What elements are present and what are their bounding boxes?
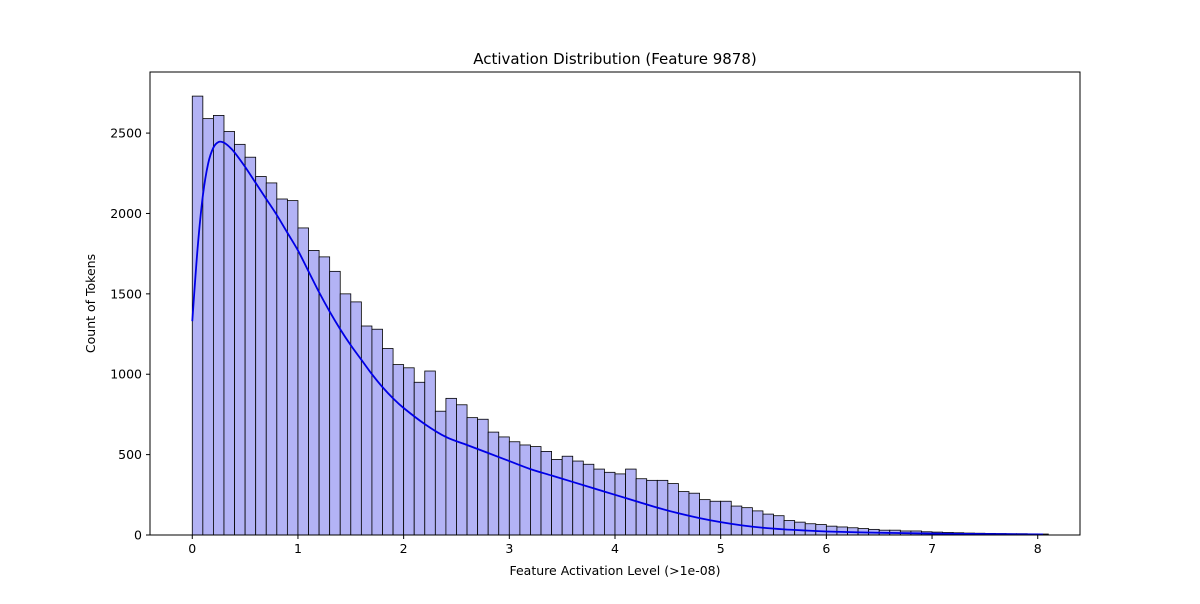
kde-line [191, 140, 1044, 536]
histogram-bar [371, 328, 383, 536]
histogram-bar [318, 256, 331, 536]
histogram-bar [276, 198, 288, 536]
y-axis-label: Count of Tokens [83, 254, 98, 353]
x-axis-label: Feature Activation Level (>1e-08) [509, 563, 720, 578]
histogram-bar [255, 176, 267, 536]
y-tick-label: 500 [118, 447, 142, 462]
histogram-bar [572, 460, 584, 536]
x-tick-label: 7 [928, 541, 936, 556]
histogram-bar [382, 348, 394, 536]
histogram-bar [339, 293, 352, 536]
histogram-bar [519, 444, 531, 536]
histogram-bar [456, 404, 468, 536]
histogram-bar [794, 521, 806, 536]
histogram-bar [434, 410, 447, 536]
chart-title: Activation Distribution (Feature 9878) [473, 50, 756, 68]
histogram-bar [223, 131, 235, 536]
histogram-bar [614, 473, 626, 536]
histogram-bar [688, 492, 700, 536]
x-tick-label: 4 [611, 541, 619, 556]
histogram-bar [604, 471, 616, 536]
x-tick-label: 0 [188, 541, 196, 556]
y-tick-label: 1000 [110, 367, 142, 382]
histogram-bar [804, 523, 817, 536]
histogram-bar [561, 455, 574, 536]
histogram-bar [635, 478, 648, 536]
histogram-bar [699, 499, 711, 536]
histogram-bar [825, 525, 838, 536]
histogram-bar [773, 515, 785, 536]
x-tick-label: 1 [294, 541, 302, 556]
y-ticks-group: 0 500 1000 1500 2000 2500 [110, 126, 150, 543]
histogram-bar [593, 468, 605, 536]
histogram-bar [297, 227, 309, 536]
histogram-bar [582, 463, 595, 536]
histogram-bar [762, 513, 774, 536]
histogram-bar [477, 418, 489, 536]
histogram-bar [625, 468, 637, 536]
histogram-bar [540, 451, 552, 536]
histogram-bar [424, 370, 436, 536]
histogram-bar [350, 301, 362, 536]
histogram-bar [392, 364, 405, 536]
y-tick-label: 1500 [110, 286, 142, 301]
histogram-bar [667, 483, 679, 536]
histogram-bar [360, 325, 373, 536]
histogram-bar [741, 507, 753, 536]
histogram-bar [498, 436, 510, 536]
histogram-bar [720, 500, 732, 536]
histogram-bar [234, 143, 246, 536]
histogram-bar [445, 397, 457, 536]
y-tick-label: 2000 [110, 206, 142, 221]
histogram-bar [551, 459, 563, 536]
histogram-bar [213, 115, 225, 536]
histogram-bar [730, 505, 743, 536]
histogram-bar [403, 367, 415, 536]
histogram-bar [191, 95, 204, 536]
histogram-bar [751, 510, 764, 536]
x-tick-label: 6 [822, 541, 830, 556]
histogram-bar [783, 520, 796, 536]
histogram-bar [466, 417, 479, 536]
histogram-bar [286, 200, 299, 536]
histogram-bar [487, 431, 500, 536]
histogram-bar [308, 250, 320, 536]
bars-group [191, 95, 1049, 536]
y-tick-label: 2500 [110, 126, 142, 141]
histogram-bar [265, 182, 278, 536]
histogram-bar [329, 270, 341, 536]
x-tick-label: 3 [505, 541, 513, 556]
kde-group [191, 140, 1044, 536]
x-tick-label: 2 [400, 541, 408, 556]
histogram-bar [815, 524, 827, 536]
x-tick-label: 8 [1034, 541, 1042, 556]
histogram-bar [244, 156, 257, 536]
histogram-bar [413, 381, 426, 536]
x-tick-label: 5 [717, 541, 725, 556]
y-tick-label: 0 [134, 528, 142, 543]
histogram-bar [530, 446, 542, 536]
x-ticks-group: 0 1 2 3 4 5 6 7 8 [188, 535, 1042, 556]
histogram-bar [508, 441, 521, 536]
histogram-bar [709, 500, 722, 536]
